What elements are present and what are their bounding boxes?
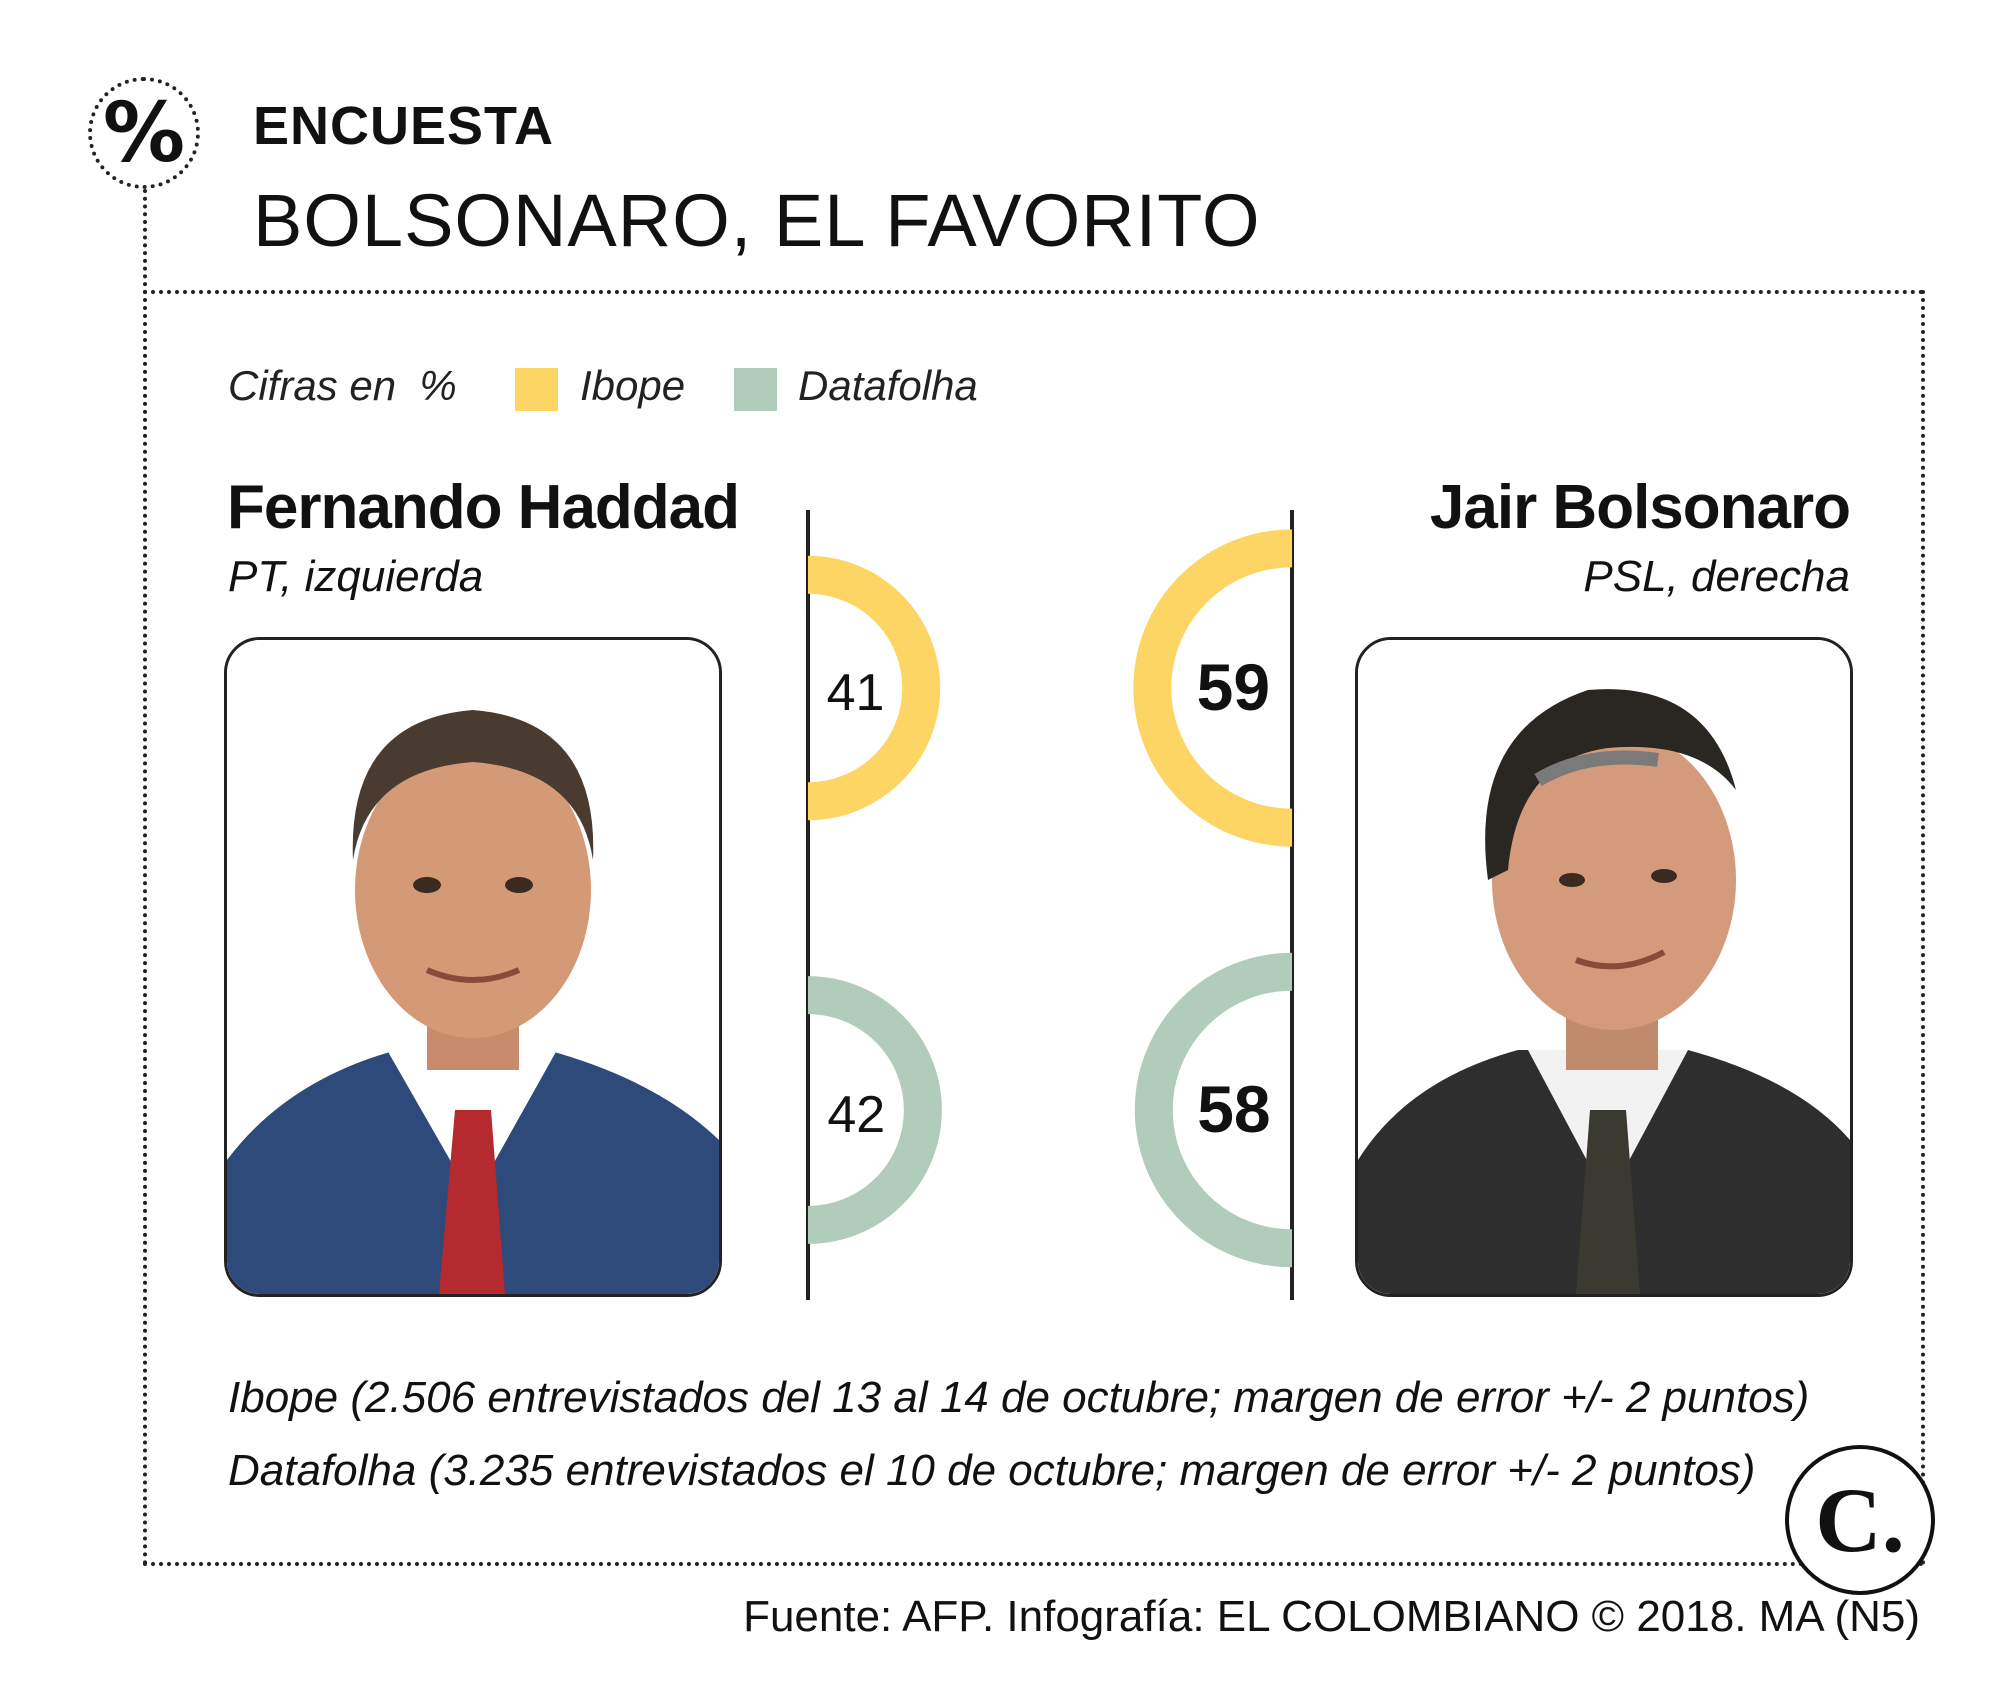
percent-icon-circle: [88, 77, 200, 189]
candidate-party-haddad: PT, izquierda: [228, 552, 484, 601]
datafolha-arc-haddad: [807, 976, 942, 1244]
section-kicker: ENCUESTA: [253, 96, 555, 156]
footnote-ibope: Ibope (2.506 entrevistados del 13 al 14 …: [228, 1373, 1810, 1422]
ibope-arc-haddad: [807, 555, 941, 821]
ibope-arc-bolsonaro: [1133, 529, 1293, 847]
bolsonaro-portrait: [1355, 637, 1853, 1297]
candidate-party-bolsonaro: PSL, derecha: [1583, 552, 1850, 601]
ibope-value-label-bolsonaro: 59: [1197, 650, 1270, 724]
source-credit: Fuente: AFP. Infografía: EL COLOMBIANO ©…: [743, 1592, 1920, 1641]
legend-units-label: Cifras en %: [228, 362, 457, 409]
datafolha-arc-bolsonaro: [1135, 952, 1293, 1268]
haddad-portrait-illustration: [227, 640, 719, 1294]
ibope-value-label-haddad: 41: [827, 664, 885, 722]
legend-ibope-swatch: [515, 368, 558, 411]
page-title: BOLSONARO, EL FAVORITO: [253, 179, 1261, 262]
icon-connector-line: [143, 189, 147, 294]
datafolha-value-label-haddad: 42: [827, 1086, 885, 1144]
el-colombiano-logo: C.: [1815, 1469, 1905, 1571]
legend-ibope-label: Ibope: [580, 362, 686, 409]
legend-datafolha-label: Datafolha: [798, 362, 978, 409]
bolsonaro-portrait-illustration: [1358, 640, 1850, 1294]
el-colombiano-logo-circle: [1785, 1445, 1935, 1595]
legend-datafolha-swatch: [734, 368, 777, 411]
candidate-name-haddad: Fernando Haddad: [227, 473, 740, 542]
datafolha-value-label-bolsonaro: 58: [1197, 1072, 1270, 1146]
candidate-name-bolsonaro: Jair Bolsonaro: [1429, 473, 1851, 542]
dotted-frame: [143, 290, 1925, 1566]
haddad-portrait: [224, 637, 722, 1297]
footnote-datafolha: Datafolha (3.235 entrevistados el 10 de …: [228, 1446, 1756, 1495]
percent-icon: %: [102, 85, 186, 181]
